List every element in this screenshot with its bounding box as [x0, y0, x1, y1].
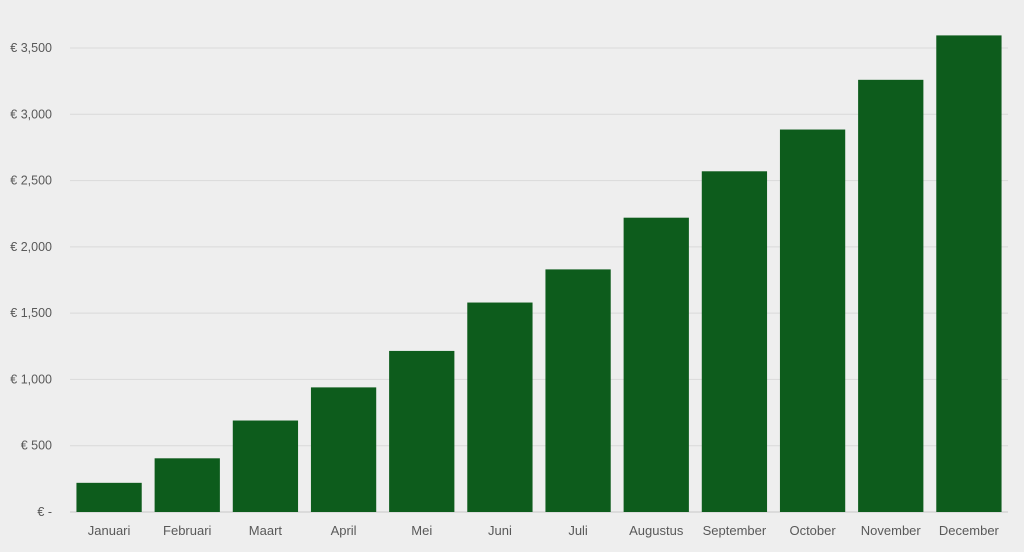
grid-lines [70, 47, 1008, 513]
x-tick-label: October [789, 523, 836, 538]
bar-juli [545, 269, 611, 512]
y-tick-label: € 3,000 [10, 107, 52, 121]
x-tick-label: Augustus [629, 523, 684, 538]
bar-maart [232, 420, 299, 512]
y-tick-label: € - [37, 505, 52, 519]
y-tick-label: € 3,500 [10, 41, 52, 55]
bar-januari [76, 482, 142, 512]
bar-october [779, 129, 846, 512]
bar-juni [467, 302, 533, 512]
bar-februari [154, 458, 220, 512]
y-tick-label: € 2,500 [10, 174, 52, 188]
x-tick-label: September [703, 523, 767, 538]
bar-april [310, 387, 377, 512]
y-tick-label: € 1,500 [10, 306, 52, 320]
y-tick-label: € 500 [21, 439, 52, 453]
bar-augustus [623, 217, 689, 513]
y-axis-tick-labels: € - € 500 € 1,000 € 1,500 € 2,000 € 2,500 € 3,… [10, 41, 52, 519]
y-tick-label: € 1,000 [10, 372, 52, 386]
x-tick-label: April [331, 523, 357, 538]
x-tick-label: Maart [249, 523, 283, 538]
bar-november [858, 79, 924, 513]
bar-september [701, 171, 768, 512]
x-axis-tick-labels: Januari Februari Maart April Mei Juni Juli Augu… [88, 523, 1000, 538]
bar-december [936, 35, 1002, 513]
x-tick-label: Januari [88, 523, 131, 538]
x-tick-label: December [939, 523, 1000, 538]
x-tick-label: November [861, 523, 922, 538]
bar-mei [389, 350, 455, 512]
y-tick-label: € 2,000 [10, 240, 52, 254]
x-tick-label: Mei [411, 523, 432, 538]
x-tick-label: Juni [488, 523, 512, 538]
x-tick-label: Juli [568, 523, 588, 538]
bars [76, 35, 1002, 513]
x-tick-label: Februari [163, 523, 212, 538]
